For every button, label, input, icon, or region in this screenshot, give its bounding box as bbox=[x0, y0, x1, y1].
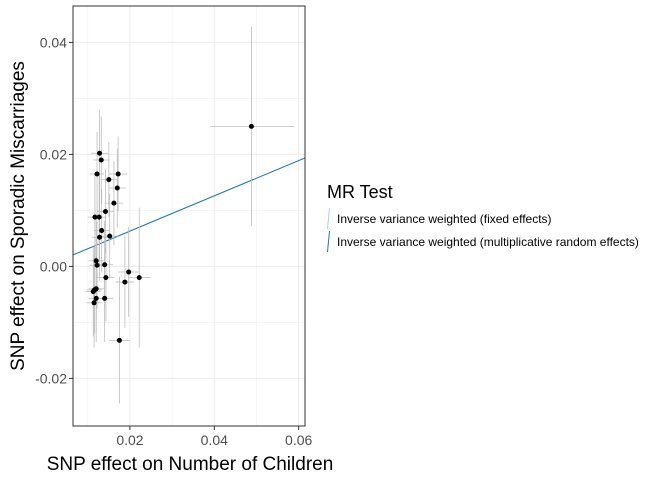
snp-point bbox=[111, 200, 117, 206]
snp-point bbox=[91, 300, 97, 306]
snp-point bbox=[98, 157, 104, 163]
x-axis: 0.02 0.04 0.06 bbox=[116, 426, 313, 448]
panel-border bbox=[72, 5, 306, 427]
snp-point bbox=[126, 269, 132, 275]
snp-point bbox=[94, 262, 100, 268]
x-tick-label: 0.02 bbox=[116, 432, 143, 448]
mr-test-lines bbox=[73, 157, 305, 256]
snp-point bbox=[102, 209, 108, 215]
snp-point bbox=[90, 289, 96, 295]
snp-point bbox=[93, 295, 99, 301]
snp-point bbox=[97, 150, 103, 156]
legend-label-fixed-effects: Inverse variance weighted (fixed effects… bbox=[337, 212, 552, 226]
y-tick-label: 0.02 bbox=[40, 146, 67, 162]
legend: MR Test Inverse variance weighted (fixed… bbox=[327, 182, 639, 253]
legend-key-fixed-effects bbox=[327, 207, 330, 230]
snp-point bbox=[102, 262, 108, 268]
snp-point bbox=[106, 177, 112, 183]
snp-point bbox=[103, 275, 109, 281]
grid-minor bbox=[73, 6, 305, 426]
snp-point bbox=[115, 171, 121, 177]
y-tick-label: 0.00 bbox=[40, 258, 67, 274]
y-axis-title: SNP effect on Sporadic Miscarriages bbox=[8, 61, 29, 371]
x-axis-title: SNP effect on Number of Children bbox=[47, 454, 334, 475]
x-tick-label: 0.04 bbox=[201, 432, 228, 448]
snp-point bbox=[102, 295, 108, 301]
mr-test-line bbox=[73, 157, 305, 256]
snp-point bbox=[99, 228, 105, 234]
y-tick-label: -0.02 bbox=[35, 370, 67, 386]
legend-label-random-effects: Inverse variance weighted (multiplicativ… bbox=[337, 235, 639, 249]
snp-point bbox=[136, 275, 142, 281]
snp-point bbox=[93, 258, 99, 264]
x-tick-label: 0.06 bbox=[285, 432, 312, 448]
snp-point bbox=[114, 185, 120, 191]
legend-title: MR Test bbox=[327, 182, 393, 202]
snp-point bbox=[248, 123, 254, 129]
legend-key-random-effects bbox=[327, 230, 330, 253]
snp-point bbox=[92, 214, 98, 220]
snp-point bbox=[97, 234, 103, 240]
y-tick-label: 0.04 bbox=[40, 34, 67, 50]
y-axis: -0.02 0.00 0.02 0.04 bbox=[35, 34, 73, 386]
grid-major bbox=[73, 6, 305, 426]
snp-point bbox=[96, 214, 102, 220]
data-points bbox=[90, 123, 254, 343]
snp-point bbox=[94, 171, 100, 177]
snp-point bbox=[107, 233, 113, 239]
snp-point bbox=[122, 279, 128, 285]
snp-point bbox=[116, 337, 122, 343]
